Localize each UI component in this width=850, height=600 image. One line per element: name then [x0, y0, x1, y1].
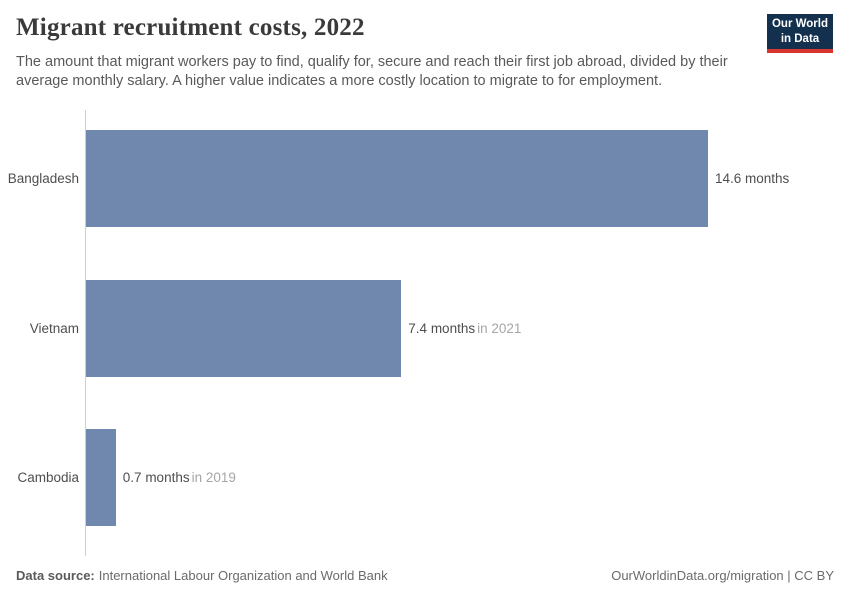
value-label-cambodia: 0.7 months in 2019 — [123, 470, 236, 485]
bar-row-vietnam: Vietnam 7.4 months in 2021 — [0, 280, 850, 377]
category-label-cambodia: Cambodia — [17, 470, 79, 485]
owid-logo-line2: in Data — [780, 32, 820, 45]
value-year-suffix: in 2021 — [477, 321, 522, 336]
value-year-suffix: in 2019 — [191, 470, 236, 485]
chart-subtitle: The amount that migrant workers pay to f… — [16, 54, 728, 89]
value-text: 7.4 months — [408, 321, 476, 336]
bar-row-bangladesh: Bangladesh 14.6 months — [0, 130, 850, 227]
value-text: 14.6 months — [715, 171, 790, 186]
category-label-vietnam: Vietnam — [29, 321, 79, 336]
bar-bangladesh[interactable] — [86, 130, 708, 227]
data-source-line: Data source: International Labour Organiz… — [16, 568, 388, 583]
value-text: 0.7 months — [122, 470, 190, 485]
chart-footer: Data source: International Labour Organiz… — [16, 568, 834, 583]
y-axis-line — [85, 110, 86, 556]
data-source-text: International Labour Organization and Wo… — [98, 568, 388, 583]
chart-title: Migrant recruitment costs, 2022 — [16, 14, 365, 41]
owid-logo[interactable]: Our World in Data — [767, 14, 833, 53]
bar-cambodia[interactable] — [86, 429, 116, 526]
owid-logo-line1: Our World — [771, 17, 828, 30]
category-label-bangladesh: Bangladesh — [7, 171, 79, 186]
value-label-vietnam: 7.4 months in 2021 — [408, 321, 521, 336]
attribution-link[interactable]: OurWorldinData.org/migration | CC BY — [611, 568, 834, 583]
value-label-bangladesh: 14.6 months — [715, 171, 791, 186]
bar-row-cambodia: Cambodia 0.7 months in 2019 — [0, 429, 850, 526]
data-source-label: Data source: — [16, 568, 95, 583]
bar-vietnam[interactable] — [86, 280, 402, 377]
